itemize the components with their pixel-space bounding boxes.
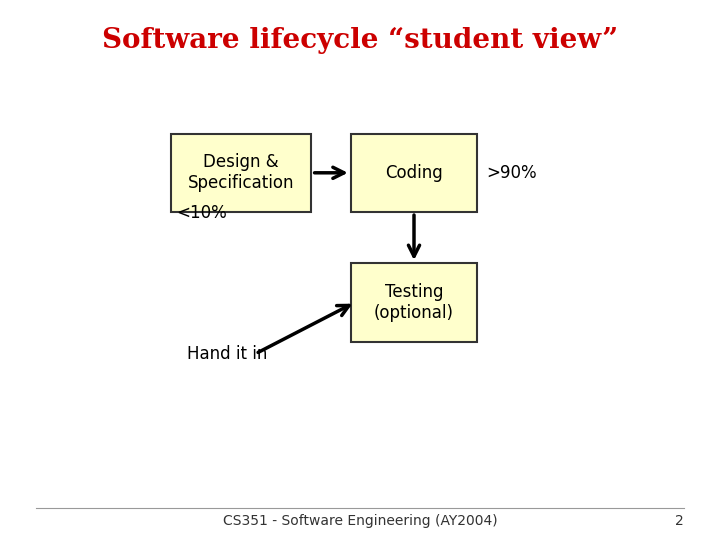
Text: Design &
Specification: Design & Specification	[188, 153, 294, 192]
Text: >90%: >90%	[486, 164, 536, 182]
Text: Hand it in: Hand it in	[187, 345, 268, 363]
Text: Coding: Coding	[385, 164, 443, 182]
FancyBboxPatch shape	[351, 133, 477, 212]
Text: Software lifecycle “student view”: Software lifecycle “student view”	[102, 27, 618, 54]
Text: <10%: <10%	[176, 204, 227, 222]
Text: CS351 - Software Engineering (AY2004): CS351 - Software Engineering (AY2004)	[222, 514, 498, 528]
Text: 2: 2	[675, 514, 684, 528]
Text: Testing
(optional): Testing (optional)	[374, 283, 454, 322]
FancyBboxPatch shape	[171, 133, 311, 212]
FancyBboxPatch shape	[351, 263, 477, 342]
